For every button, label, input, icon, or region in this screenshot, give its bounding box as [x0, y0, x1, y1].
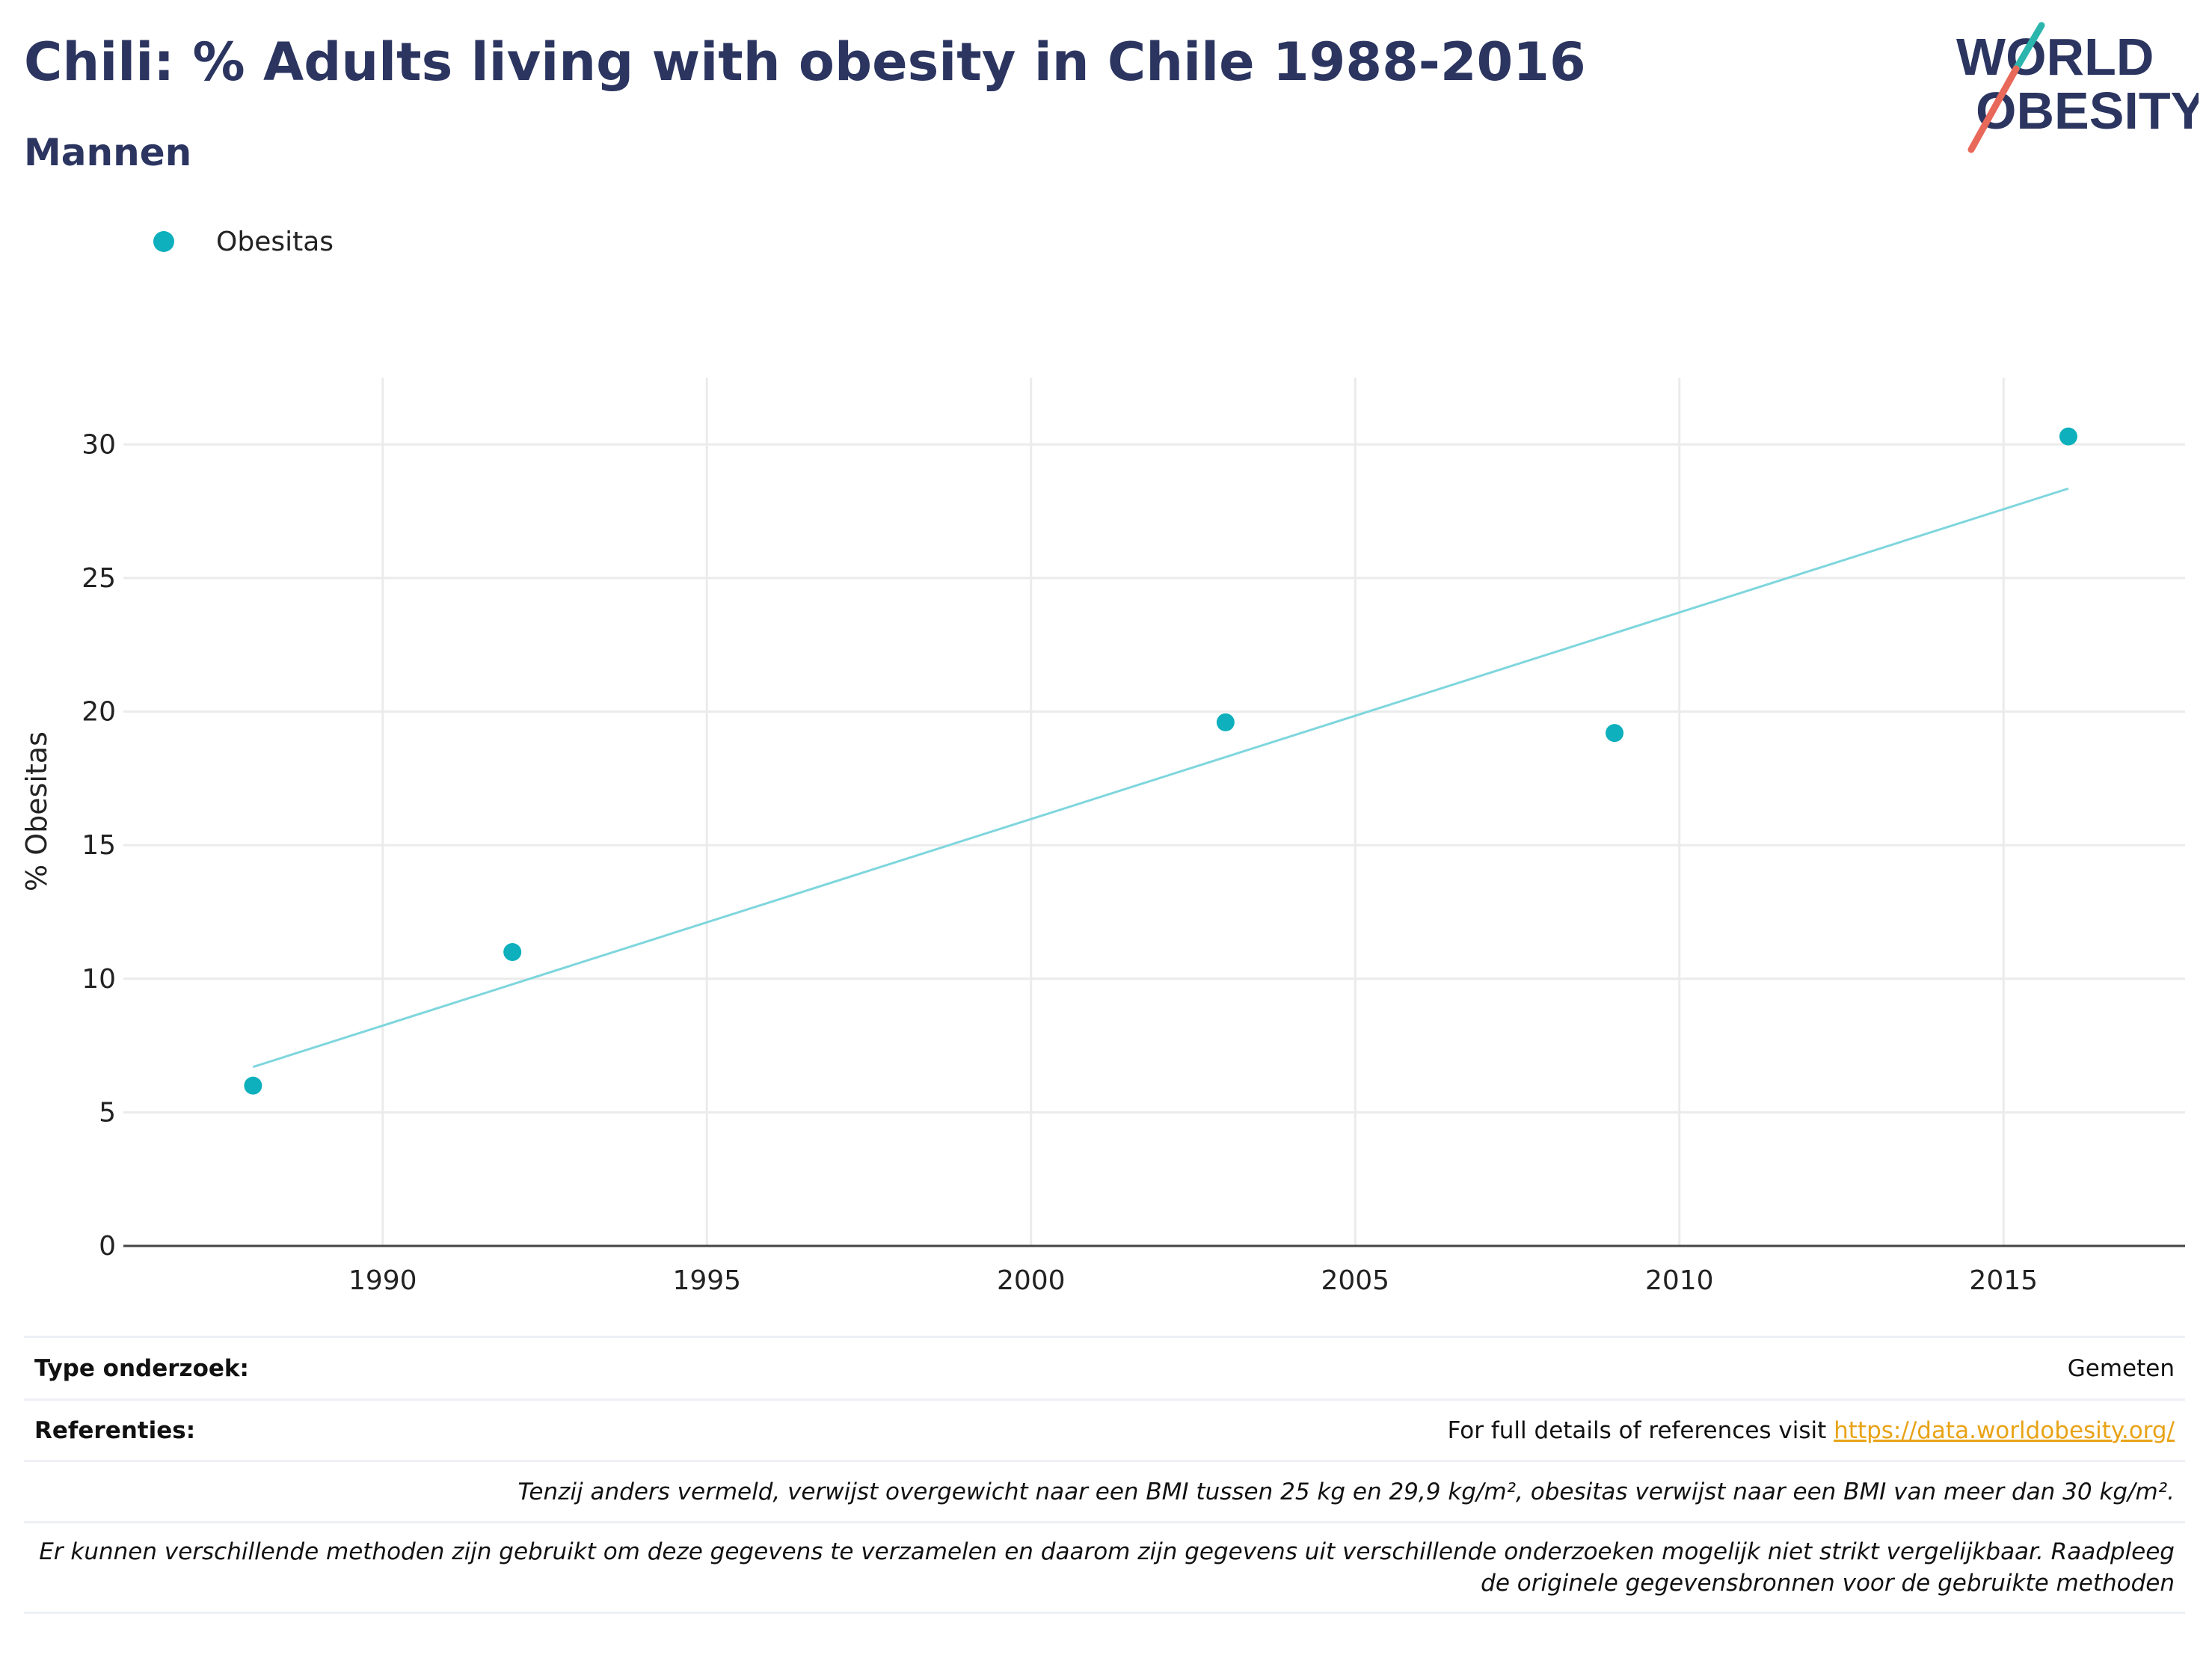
scatter-chart: 1990 1995 2000 2005 2010 2015 0 5 10 15 20 25 30 % O… [20, 378, 2185, 1296]
info-row-bmi-note: Tenzij anders vermeld, verwijst overgewi… [24, 1460, 2185, 1521]
legend-label: Obesitas [216, 226, 334, 257]
y-tick-label-10: 10 [82, 964, 116, 995]
x-tick-label-2000: 2000 [997, 1265, 1066, 1296]
logo-word-world: WORLD [1956, 28, 2154, 86]
references-text: For full details of references visit [1447, 1416, 1827, 1444]
legend[interactable]: Obesitas [153, 223, 334, 260]
data-points [244, 427, 2077, 1095]
info-row-references: Referenties: For full details of referen… [24, 1398, 2185, 1460]
y-tick-label-20: 20 [82, 697, 116, 728]
info-row-study-type: Type onderzoek: Gemeten [24, 1336, 2185, 1398]
axes: 1990 1995 2000 2005 2010 2015 0 5 10 15 20 25 30 [82, 429, 2185, 1296]
logo-red-slash [1967, 65, 2020, 153]
data-point-1988 [244, 1076, 262, 1095]
bmi-note: Tenzij anders vermeld, verwijst overgewi… [517, 1478, 2175, 1505]
data-point-2016 [2059, 427, 2077, 446]
chart-subtitle: Mannen [24, 131, 192, 174]
data-point-2009 [1606, 724, 1624, 743]
references-value: For full details of references visit htt… [1448, 1417, 2175, 1444]
data-point-1992 [503, 943, 522, 962]
methods-note-line-2: de originele gegevensbronnen voor de geb… [1481, 1570, 2175, 1597]
study-type-value: Gemeten [2067, 1354, 2175, 1382]
world-obesity-logo: WORLD OBESITY [1956, 22, 2199, 153]
trend-line-group [252, 487, 2069, 1069]
study-type-label: Type onderzoek: [34, 1354, 249, 1382]
logo-teal-slash [2012, 22, 2045, 73]
y-tick-label-0: 0 [99, 1231, 116, 1262]
y-tick-label-5: 5 [99, 1097, 116, 1128]
x-tick-label-2005: 2005 [1321, 1265, 1389, 1296]
methods-note-line-1: Er kunnen verschillende methoden zijn ge… [39, 1538, 2175, 1565]
legend-marker [153, 231, 174, 252]
x-tick-label-1990: 1990 [348, 1265, 417, 1296]
chart-title: Chili: % Adults living with obesity in C… [24, 31, 1586, 93]
x-tick-label-2010: 2010 [1645, 1265, 1714, 1296]
y-axis-label: % Obesitas [20, 731, 53, 891]
references-label: Referenties: [34, 1416, 196, 1444]
logo-word-obesity: OBESITY [1976, 82, 2199, 140]
grid-lines [123, 378, 2185, 1246]
trend-line [252, 487, 2069, 1069]
y-tick-label-30: 30 [82, 429, 116, 460]
y-tick-label-25: 25 [82, 563, 116, 594]
data-point-2003 [1216, 713, 1235, 731]
info-row-methods-note: Er kunnen verschillende methoden zijn ge… [24, 1521, 2185, 1614]
x-tick-label-1995: 1995 [672, 1265, 741, 1296]
references-link[interactable]: https://data.worldobesity.org/ [1834, 1416, 2175, 1444]
y-tick-label-15: 15 [82, 830, 116, 861]
info-table: Type onderzoek: Gemeten Referenties: For… [24, 1336, 2185, 1614]
x-tick-label-2015: 2015 [1969, 1265, 2038, 1296]
